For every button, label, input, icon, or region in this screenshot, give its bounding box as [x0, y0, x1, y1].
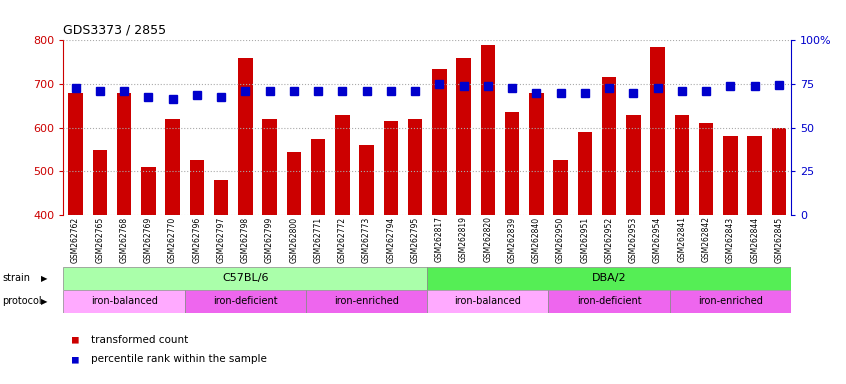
Text: transformed count: transformed count: [91, 335, 188, 345]
Bar: [69, 93, 83, 215]
Bar: [287, 152, 301, 215]
Bar: [427, 267, 791, 290]
Text: iron-enriched: iron-enriched: [698, 296, 763, 306]
Text: ▶: ▶: [41, 274, 47, 283]
Bar: [432, 69, 447, 215]
Text: DBA/2: DBA/2: [592, 273, 626, 283]
Bar: [723, 136, 738, 215]
Bar: [456, 58, 471, 215]
Bar: [670, 290, 791, 313]
Text: iron-balanced: iron-balanced: [454, 296, 521, 306]
Bar: [578, 132, 592, 215]
Bar: [214, 180, 228, 215]
Text: ▶: ▶: [41, 297, 47, 306]
Bar: [772, 127, 786, 215]
Bar: [651, 47, 665, 215]
Bar: [674, 114, 689, 215]
Text: ■: ■: [72, 354, 79, 364]
Bar: [602, 78, 617, 215]
Bar: [529, 93, 544, 215]
Bar: [63, 290, 184, 313]
Text: iron-deficient: iron-deficient: [213, 296, 277, 306]
Text: strain: strain: [3, 273, 30, 283]
Bar: [427, 290, 548, 313]
Bar: [184, 290, 306, 313]
Bar: [699, 123, 713, 215]
Bar: [481, 45, 495, 215]
Text: GDS3373 / 2855: GDS3373 / 2855: [63, 23, 167, 36]
Bar: [505, 113, 519, 215]
Bar: [310, 139, 326, 215]
Bar: [335, 114, 349, 215]
Bar: [117, 93, 131, 215]
Text: protocol: protocol: [3, 296, 42, 306]
Bar: [360, 145, 374, 215]
Bar: [141, 167, 156, 215]
Bar: [262, 119, 277, 215]
Bar: [383, 121, 398, 215]
Bar: [553, 161, 568, 215]
Text: C57BL/6: C57BL/6: [222, 273, 268, 283]
Bar: [747, 136, 762, 215]
Bar: [92, 149, 107, 215]
Bar: [63, 267, 427, 290]
Text: iron-enriched: iron-enriched: [334, 296, 399, 306]
Text: iron-balanced: iron-balanced: [91, 296, 157, 306]
Text: iron-deficient: iron-deficient: [577, 296, 641, 306]
Bar: [165, 119, 180, 215]
Text: ■: ■: [72, 335, 79, 345]
Text: percentile rank within the sample: percentile rank within the sample: [91, 354, 266, 364]
Bar: [408, 119, 422, 215]
Bar: [626, 114, 640, 215]
Bar: [548, 290, 670, 313]
Bar: [306, 290, 427, 313]
Bar: [190, 161, 204, 215]
Bar: [238, 58, 253, 215]
